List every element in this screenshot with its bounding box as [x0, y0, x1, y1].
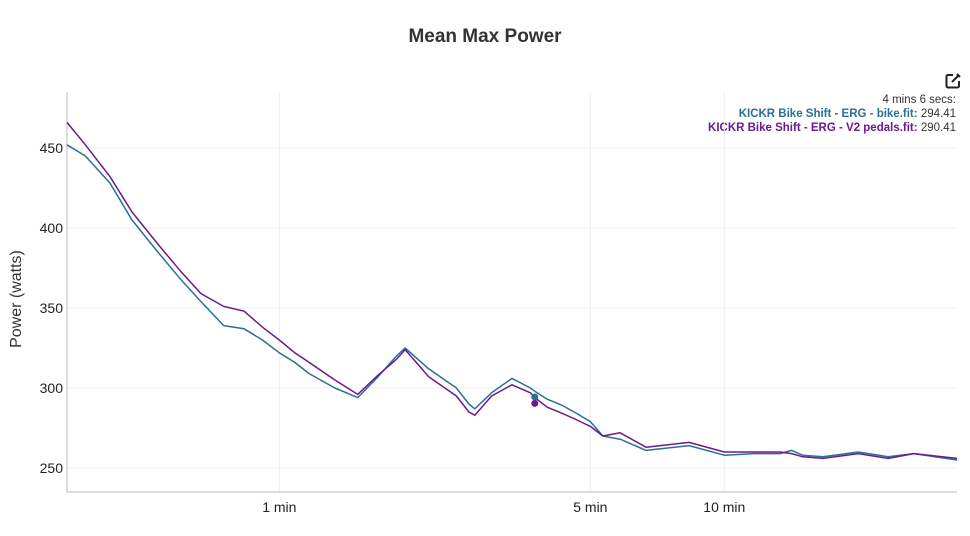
x-tick-label: 10 min	[703, 499, 745, 515]
x-tick-label: 5 min	[573, 499, 607, 515]
series-line-1	[66, 144, 958, 461]
tooltip-series-1-value: 294.41	[920, 108, 956, 120]
tooltip-time: 4 mins 6 secs:	[882, 94, 957, 106]
x-tick-label: 1 min	[262, 499, 296, 515]
y-tick-label: 400	[40, 220, 64, 236]
hover-point-1	[531, 393, 539, 401]
tooltip-series-1: KICKR Bike Shift - ERG - bike.fit: 294.4…	[738, 108, 956, 120]
series-line-2	[66, 121, 958, 460]
tooltip-series-2-name: KICKR Bike Shift - ERG - V2 pedals.fit	[708, 122, 914, 134]
y-tick-label: 300	[40, 380, 64, 396]
tooltip-series-2: KICKR Bike Shift - ERG - V2 pedals.fit: …	[708, 122, 956, 134]
hover-tooltip: 4 mins 6 secs: KICKR Bike Shift - ERG - …	[708, 93, 956, 135]
chart-title: Mean Max Power	[408, 26, 562, 47]
tooltip-series-2-value: 290.41	[920, 122, 956, 134]
tooltip-series-1-name: KICKR Bike Shift - ERG - bike.fit	[738, 108, 914, 120]
hover-point-2	[531, 399, 539, 407]
edit-icon[interactable]	[944, 72, 962, 90]
y-tick-label: 350	[40, 300, 64, 316]
y-tick-label: 250	[40, 460, 64, 476]
y-tick-label: 450	[40, 140, 64, 156]
